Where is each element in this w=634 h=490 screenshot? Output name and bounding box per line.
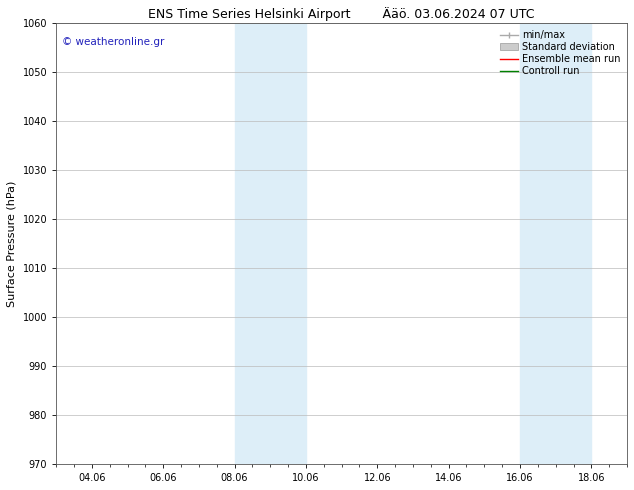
Bar bbox=[520, 24, 592, 464]
Y-axis label: Surface Pressure (hPa): Surface Pressure (hPa) bbox=[7, 180, 17, 307]
Bar bbox=[235, 24, 306, 464]
Title: ENS Time Series Helsinki Airport        Ääö. 03.06.2024 07 UTC: ENS Time Series Helsinki Airport Ääö. 03… bbox=[148, 7, 535, 21]
Text: © weatheronline.gr: © weatheronline.gr bbox=[62, 37, 164, 47]
Legend: min/max, Standard deviation, Ensemble mean run, Controll run: min/max, Standard deviation, Ensemble me… bbox=[498, 28, 622, 78]
